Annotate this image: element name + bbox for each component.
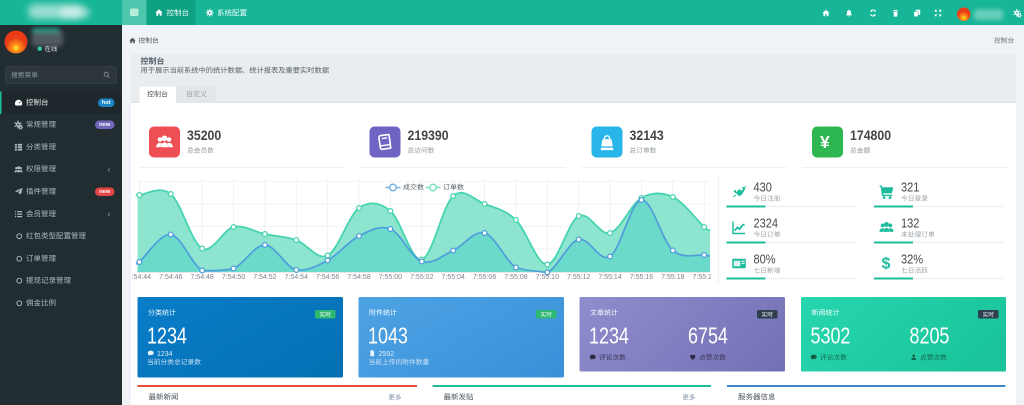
svg-text:7:55:08: 7:55:08 [504,274,527,281]
svg-text:7:55:10: 7:55:10 [536,274,559,281]
svg-text:7:55:00: 7:55:00 [379,274,402,281]
svg-text:7:54:52: 7:54:52 [253,274,276,281]
svg-text:7:55:12: 7:55:12 [567,274,590,281]
svg-text:7:55:20: 7:55:20 [693,274,711,281]
svg-text:7:55:04: 7:55:04 [442,274,465,281]
svg-text:7:55:18: 7:55:18 [661,274,684,281]
svg-text:7:54:50: 7:54:50 [222,274,245,281]
svg-text:7:54:58: 7:54:58 [347,274,370,281]
svg-text:7:54:48: 7:54:48 [190,274,213,281]
svg-text:7:54:54: 7:54:54 [285,274,308,281]
svg-text:7:54:46: 7:54:46 [159,274,182,281]
svg-text:7:55:02: 7:55:02 [410,274,433,281]
svg-text:7:54:44: 7:54:44 [131,274,151,281]
svg-text:7:54:56: 7:54:56 [316,274,339,281]
svg-text:7:55:06: 7:55:06 [473,274,496,281]
svg-text:7:55:16: 7:55:16 [630,274,653,281]
svg-text:7:55:14: 7:55:14 [598,274,621,281]
